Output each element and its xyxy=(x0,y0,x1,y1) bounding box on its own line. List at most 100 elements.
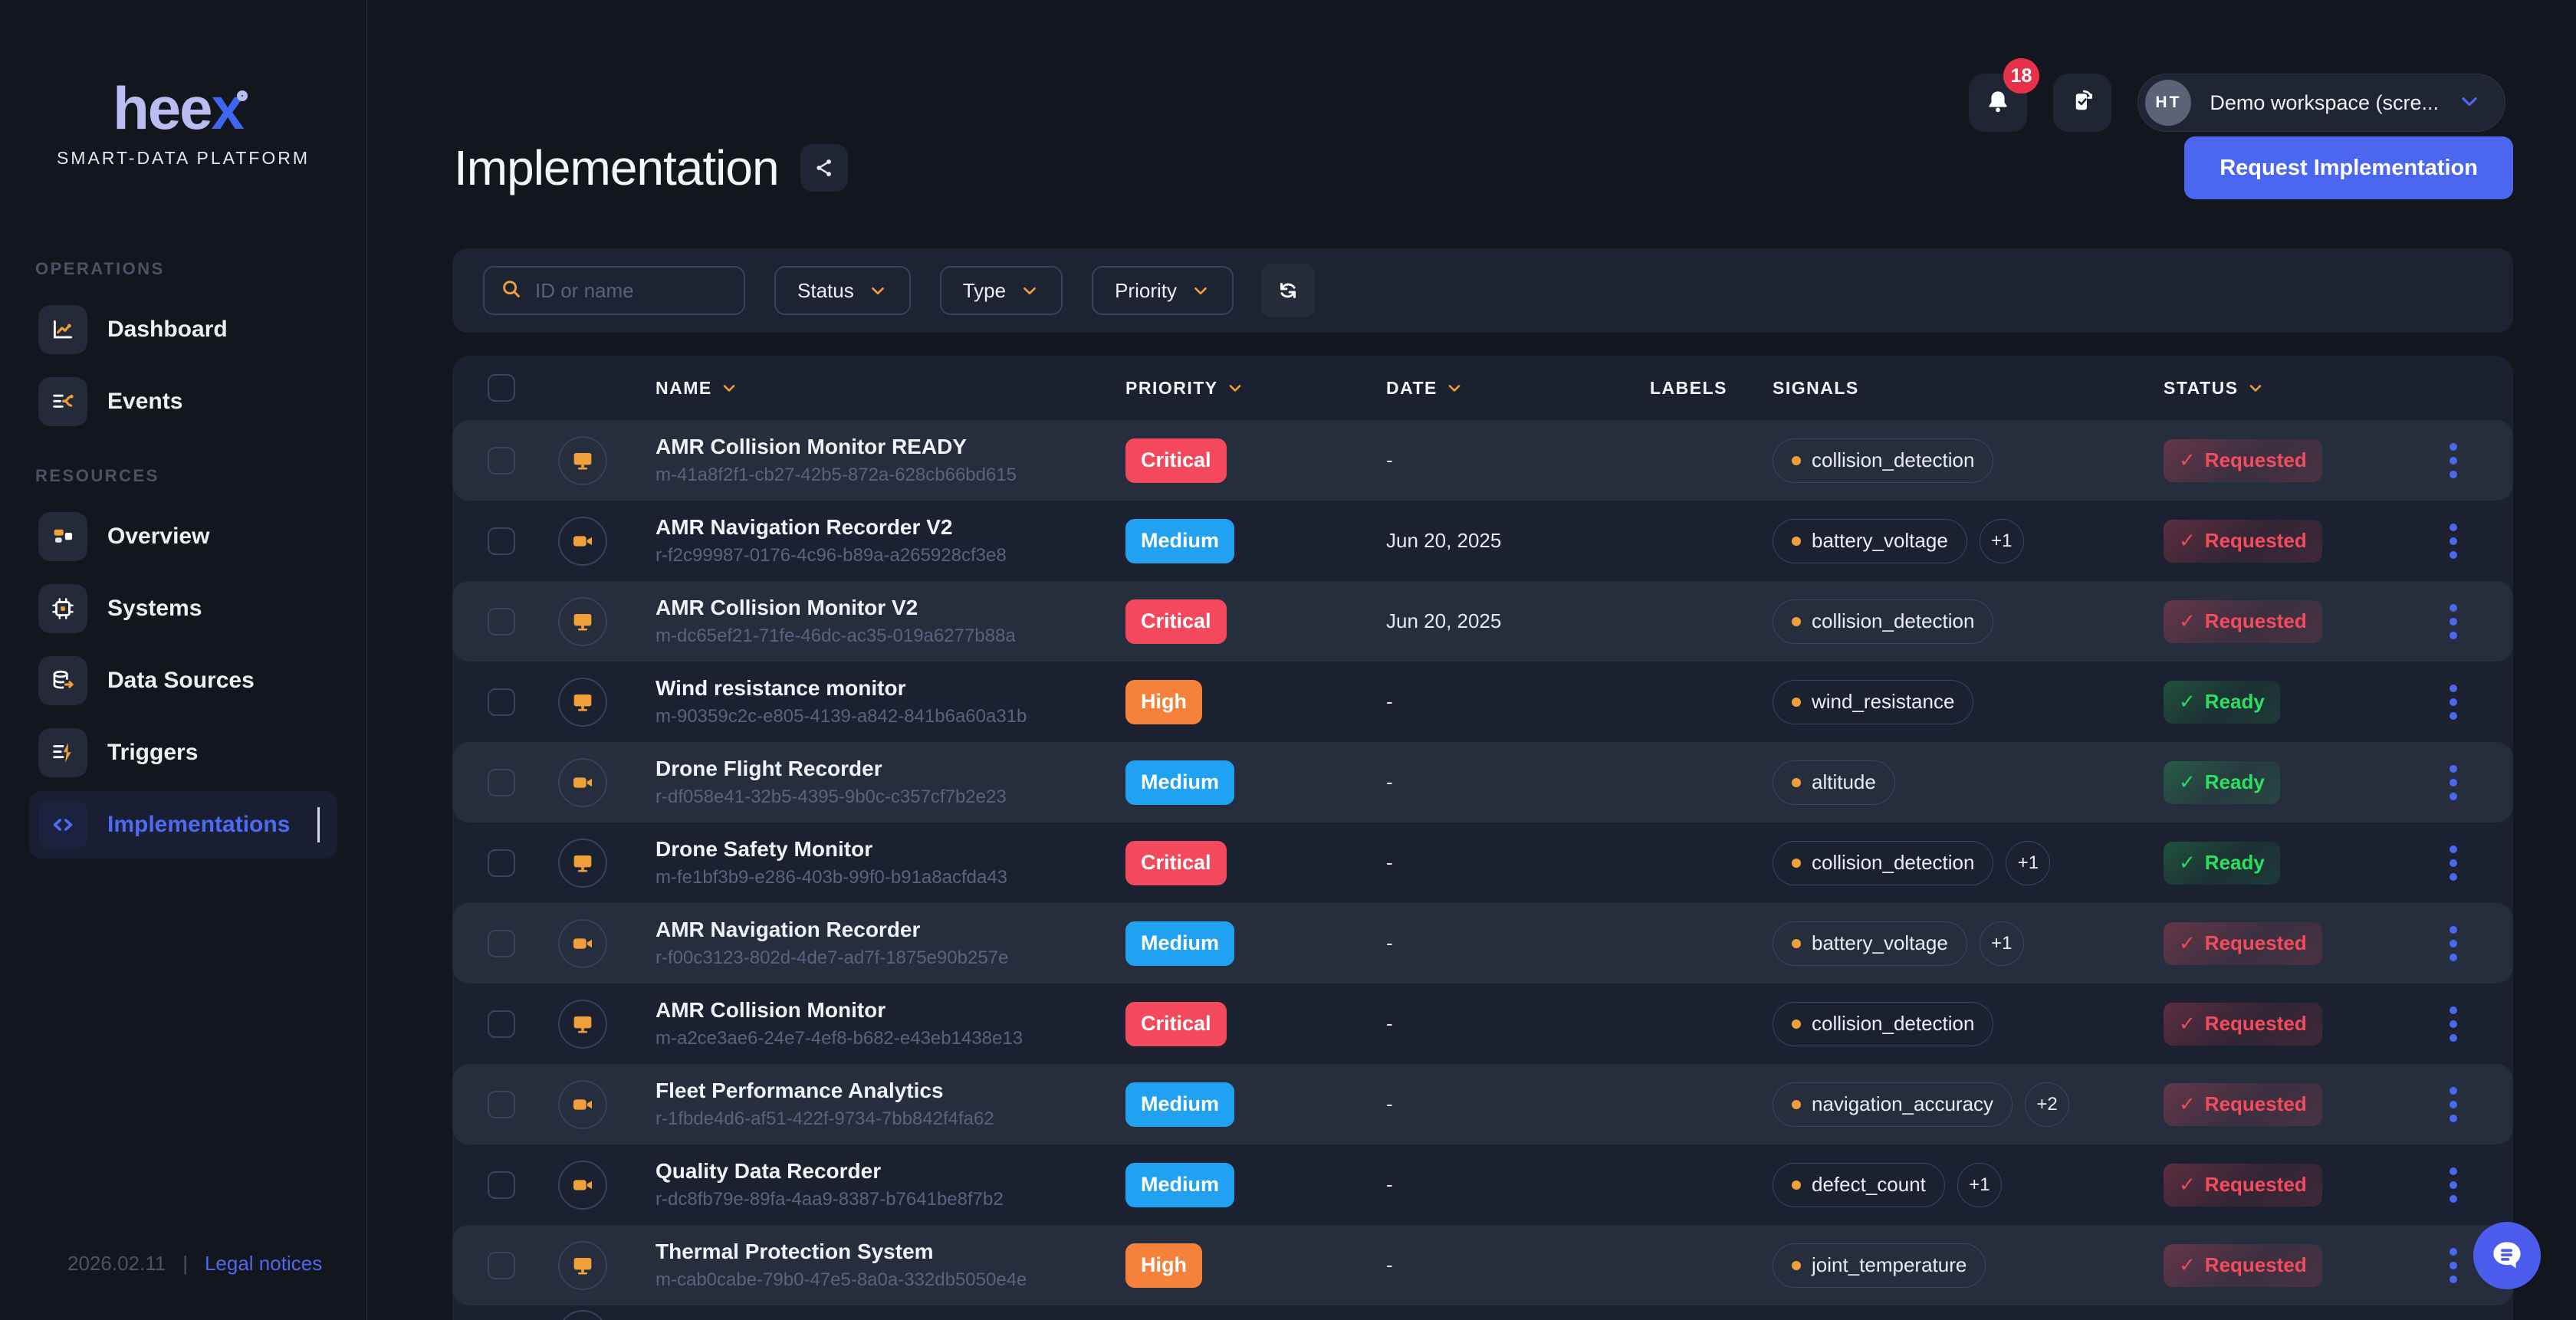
row-actions-menu[interactable] xyxy=(2443,1081,2463,1128)
row-type-icon xyxy=(558,999,607,1049)
notifications-button[interactable]: 18 xyxy=(1969,58,2040,132)
row-checkbox[interactable] xyxy=(488,607,515,635)
implementation-name: AMR Collision Monitor READY xyxy=(656,435,967,458)
sidebar-item-triggers[interactable]: Triggers xyxy=(29,719,337,786)
sidebar-item-overview[interactable]: Overview xyxy=(29,503,337,570)
signals-cell: wind_resistance xyxy=(1773,679,2164,724)
row-checkbox[interactable] xyxy=(488,1251,515,1279)
table-row[interactable]: AMR Collision Monitor READY m-41a8f2f1-c… xyxy=(452,420,2513,501)
request-implementation-button[interactable]: Request Implementation xyxy=(2184,136,2513,199)
signal-tag: collision_detection xyxy=(1773,599,1994,644)
row-checkbox[interactable] xyxy=(488,929,515,957)
row-checkbox[interactable] xyxy=(488,1171,515,1199)
share-button[interactable] xyxy=(800,144,848,192)
status-badge: ✓ Ready xyxy=(2164,760,2280,804)
table-row[interactable]: AMR Collision Monitor m-a2ce3ae6-24e7-4e… xyxy=(452,983,2513,1064)
row-actions-menu[interactable] xyxy=(2443,1161,2463,1209)
signal-dot-icon xyxy=(1792,777,1801,787)
column-header-date[interactable]: DATE xyxy=(1386,378,1650,399)
table-row[interactable]: AMR Navigation Recorder V2 r-f2c99987-01… xyxy=(452,501,2513,581)
table-row[interactable]: AMR Navigation Recorder r-f00c3123-802d-… xyxy=(452,903,2513,983)
row-checkbox[interactable] xyxy=(488,446,515,474)
row-checkbox[interactable] xyxy=(488,688,515,716)
row-actions-menu[interactable] xyxy=(2443,517,2463,565)
column-header-name[interactable]: NAME xyxy=(629,378,1125,399)
check-icon: ✓ xyxy=(2179,448,2196,471)
type-filter-dropdown[interactable]: Type xyxy=(939,266,1063,315)
row-actions-menu[interactable] xyxy=(2443,678,2463,726)
signal-tag: defect_count xyxy=(1773,1162,1945,1207)
sidebar-item-implementations[interactable]: Implementations xyxy=(29,791,337,859)
chat-button[interactable] xyxy=(2473,1222,2541,1289)
status-badge: ✓ Ready xyxy=(2164,680,2280,724)
signal-dot-icon xyxy=(1792,858,1801,868)
column-header-status[interactable]: STATUS xyxy=(2164,378,2394,399)
row-type-icon xyxy=(558,918,607,968)
sidebar-item-data-sources[interactable]: Data Sources xyxy=(29,647,337,714)
row-checkbox[interactable] xyxy=(488,1010,515,1038)
row-actions-menu[interactable] xyxy=(2443,1242,2463,1289)
implementation-name: Quality Data Recorder xyxy=(656,1159,882,1183)
row-checkbox[interactable] xyxy=(488,1090,515,1118)
search-input[interactable] xyxy=(535,278,728,303)
priority-filter-dropdown[interactable]: Priority xyxy=(1092,266,1234,315)
column-header-priority[interactable]: PRIORITY xyxy=(1125,378,1386,399)
monitor-icon xyxy=(573,1016,592,1033)
row-actions-menu[interactable] xyxy=(2443,437,2463,484)
implementation-id: m-fe1bf3b9-e286-403b-99f0-b91a8acfda43 xyxy=(656,867,1008,888)
sidebar: heex SMART-DATA PLATFORM OPERATIONS Dash… xyxy=(0,0,367,1320)
row-actions-menu[interactable] xyxy=(2443,839,2463,887)
signals-cell: collision_detection +1 xyxy=(1773,840,2164,885)
signal-dot-icon xyxy=(1792,1260,1801,1270)
sidebar-item-systems[interactable]: Systems xyxy=(29,575,337,642)
table-row[interactable]: AMR Collision Monitor V2 m-dc65ef21-71fe… xyxy=(452,581,2513,662)
row-actions-menu[interactable] xyxy=(2443,598,2463,645)
extra-signals-badge: +1 xyxy=(1979,518,2024,563)
date-value: - xyxy=(1386,931,1393,954)
date-value: - xyxy=(1386,1012,1393,1035)
table-row[interactable]: Quality Data Recorder r-dc8fb79e-89fa-4a… xyxy=(452,1144,2513,1225)
row-checkbox[interactable] xyxy=(488,849,515,877)
priority-badge: Medium xyxy=(1125,518,1235,563)
signals-cell: defect_count +1 xyxy=(1773,1162,2164,1207)
monitor-icon xyxy=(573,855,592,872)
row-type-icon xyxy=(558,435,607,485)
search-box[interactable] xyxy=(483,266,745,315)
date-value: - xyxy=(1386,1253,1393,1276)
filter-bar: Status Type Priority xyxy=(452,248,2513,333)
table-row[interactable]: Wind resistance monitor m-90359c2c-e805-… xyxy=(452,662,2513,742)
signal-dot-icon xyxy=(1792,697,1801,707)
table-row[interactable]: Drone Flight Recorder r-df058e41-32b5-43… xyxy=(452,742,2513,823)
bell-icon xyxy=(1984,87,2012,119)
implementation-id: r-df058e41-32b5-4395-9b0c-c357cf7b2e23 xyxy=(656,786,1007,807)
status-badge: ✓ Requested xyxy=(2164,438,2322,482)
signal-dot-icon xyxy=(1792,536,1801,546)
workspace-selector[interactable]: HT Demo workspace (scre... xyxy=(2137,74,2505,132)
monitor-icon xyxy=(573,1257,592,1274)
priority-badge: Critical xyxy=(1125,599,1227,644)
row-actions-menu[interactable] xyxy=(2443,759,2463,806)
brand-tagline: SMART-DATA PLATFORM xyxy=(56,148,310,168)
row-type-icon xyxy=(558,1079,607,1129)
select-all-checkbox[interactable] xyxy=(488,374,515,402)
search-icon xyxy=(500,277,523,304)
table-row[interactable]: Thermal Protection System m-cab0cabe-79b… xyxy=(452,1225,2513,1305)
signal-dot-icon xyxy=(1792,455,1801,465)
legal-notices-link[interactable]: Legal notices xyxy=(204,1252,323,1275)
row-checkbox[interactable] xyxy=(488,527,515,555)
row-actions-menu[interactable] xyxy=(2443,920,2463,967)
table-row[interactable]: Fleet Performance Analytics r-1fbde4d6-a… xyxy=(452,1064,2513,1144)
lightning-list-icon xyxy=(38,728,87,777)
status-filter-dropdown[interactable]: Status xyxy=(774,266,911,315)
refresh-button[interactable] xyxy=(1261,264,1315,317)
table-row[interactable]: Drone Safety Monitor m-fe1bf3b9-e286-403… xyxy=(452,823,2513,903)
signal-tag: collision_detection xyxy=(1773,438,1994,483)
row-actions-menu[interactable] xyxy=(2443,1000,2463,1048)
sidebar-item-dashboard[interactable]: Dashboard xyxy=(29,296,337,363)
video-camera-icon xyxy=(573,1098,592,1110)
sidebar-item-events[interactable]: Events xyxy=(29,368,337,435)
version-label: 2026.02.11 xyxy=(67,1252,166,1275)
extra-signals-badge: +1 xyxy=(2006,840,2051,885)
tasks-button[interactable] xyxy=(2053,74,2112,132)
row-checkbox[interactable] xyxy=(488,768,515,796)
